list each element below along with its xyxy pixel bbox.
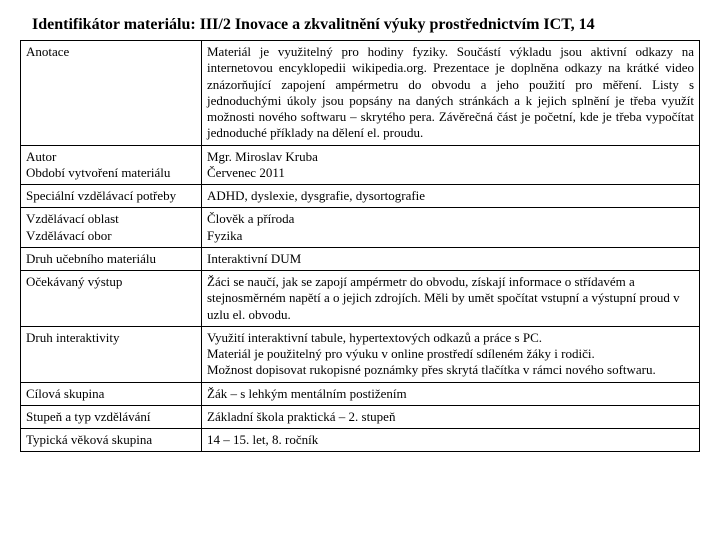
table-row: Vzdělávací oblast Vzdělávací oborČlověk …	[21, 208, 700, 248]
table-row: Speciální vzdělávací potřebyADHD, dyslex…	[21, 185, 700, 208]
row-label: Typická věková skupina	[21, 429, 202, 452]
row-value: 14 – 15. let, 8. ročník	[202, 429, 700, 452]
material-table: AnotaceMateriál je využitelný pro hodiny…	[20, 40, 700, 452]
row-label: Stupeň a typ vzdělávání	[21, 405, 202, 428]
row-value: Mgr. Miroslav Kruba Červenec 2011	[202, 145, 700, 185]
row-label: Očekávaný výstup	[21, 271, 202, 327]
row-value: Žáci se naučí, jak se zapojí ampérmetr d…	[202, 271, 700, 327]
table-row: Typická věková skupina14 – 15. let, 8. r…	[21, 429, 700, 452]
row-value: Základní škola praktická – 2. stupeň	[202, 405, 700, 428]
table-row: Cílová skupinaŽák – s lehkým mentálním p…	[21, 382, 700, 405]
table-row: Autor Období vytvoření materiáluMgr. Mir…	[21, 145, 700, 185]
table-row: Stupeň a typ vzděláváníZákladní škola pr…	[21, 405, 700, 428]
table-row: AnotaceMateriál je využitelný pro hodiny…	[21, 41, 700, 146]
row-value: Člověk a příroda Fyzika	[202, 208, 700, 248]
row-label: Druh učebního materiálu	[21, 247, 202, 270]
table-row: Druh učebního materiáluInteraktivní DUM	[21, 247, 700, 270]
row-value: Interaktivní DUM	[202, 247, 700, 270]
table-row: Druh interaktivityVyužití interaktivní t…	[21, 326, 700, 382]
row-label: Autor Období vytvoření materiálu	[21, 145, 202, 185]
row-label: Anotace	[21, 41, 202, 146]
row-label: Cílová skupina	[21, 382, 202, 405]
table-row: Očekávaný výstupŽáci se naučí, jak se za…	[21, 271, 700, 327]
row-value: Materiál je využitelný pro hodiny fyziky…	[202, 41, 700, 146]
page-title: Identifikátor materiálu: III/2 Inovace a…	[20, 16, 700, 34]
row-label: Vzdělávací oblast Vzdělávací obor	[21, 208, 202, 248]
row-label: Speciální vzdělávací potřeby	[21, 185, 202, 208]
row-value: ADHD, dyslexie, dysgrafie, dysortografie	[202, 185, 700, 208]
row-value: Využití interaktivní tabule, hypertextov…	[202, 326, 700, 382]
row-label: Druh interaktivity	[21, 326, 202, 382]
row-value: Žák – s lehkým mentálním postižením	[202, 382, 700, 405]
